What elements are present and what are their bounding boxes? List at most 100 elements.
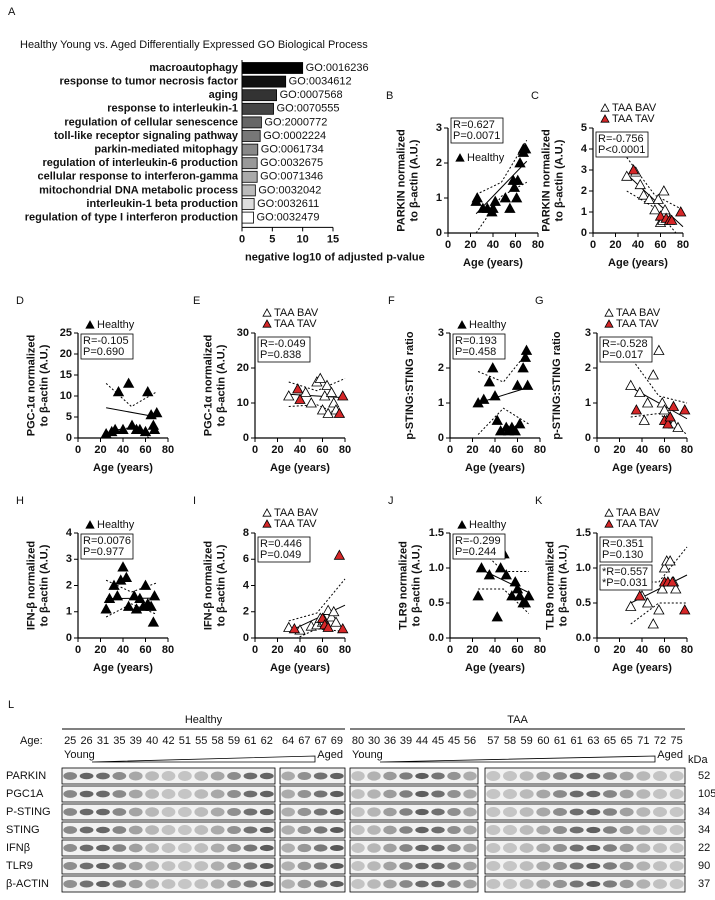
x-axis-label: Age (years): [612, 662, 672, 674]
band: [112, 880, 127, 888]
y-tick-label: 3: [66, 553, 72, 565]
x-tick-label: 60: [658, 444, 670, 456]
category-label: interleukin-1 beta production: [86, 198, 238, 210]
point: [649, 204, 661, 215]
point: [491, 414, 503, 425]
band: [178, 879, 192, 889]
lane-age: 42: [162, 735, 174, 747]
x-axis-label: Age (years): [463, 257, 523, 269]
band: [536, 789, 551, 799]
y-tick-label: 1: [66, 606, 72, 618]
point: [147, 616, 160, 627]
point: [333, 407, 346, 418]
band: [194, 861, 209, 871]
band: [399, 772, 413, 780]
lane-age: 61: [244, 735, 256, 747]
band: [636, 789, 651, 799]
band: [243, 808, 258, 816]
lane-age: 39: [130, 735, 142, 747]
band: [503, 789, 517, 799]
band: [161, 771, 176, 781]
group-label: TAA: [507, 714, 528, 726]
y-tick-label: 1: [436, 192, 442, 204]
panel-label: K: [535, 495, 543, 507]
point: [514, 418, 526, 429]
point: [108, 579, 120, 590]
x-tick-label: 20: [466, 444, 478, 456]
point: [134, 423, 146, 434]
band: [96, 790, 110, 798]
y-tick-label: 3: [581, 164, 587, 176]
point: [499, 192, 512, 203]
band: [503, 771, 517, 781]
band: [367, 789, 381, 799]
stats-text: R=-0.756: [598, 133, 644, 145]
legend-label: TAA TAV: [274, 318, 317, 330]
band: [619, 825, 634, 835]
point: [305, 397, 317, 408]
age-wedge: [91, 755, 316, 763]
legend-label: Healthy: [469, 319, 507, 331]
band: [281, 879, 295, 889]
band: [112, 844, 127, 852]
young-label: Young: [64, 749, 95, 761]
lane-age: 26: [80, 735, 92, 747]
band: [63, 808, 78, 816]
band: [145, 861, 159, 871]
x-tick-label: 60: [654, 239, 666, 251]
x-tick-label: 40: [487, 239, 499, 251]
bar: [241, 198, 255, 210]
ci-lower: [477, 407, 530, 435]
panel-label: C: [531, 90, 539, 102]
band: [653, 807, 667, 817]
stats-text: P=0.244: [455, 546, 496, 558]
x-tick-label: 40: [636, 444, 648, 456]
point: [142, 385, 154, 397]
panel-label: H: [16, 495, 24, 507]
band: [63, 772, 78, 780]
x-tick-label: 0: [252, 644, 258, 656]
x-tick-label: 0: [590, 239, 596, 251]
point: [112, 385, 125, 397]
category-label: aging: [209, 89, 238, 101]
band: [145, 825, 159, 835]
x-tick-label: 20: [271, 644, 283, 656]
x-tick-label: 40: [117, 444, 129, 456]
x-tick-label: 60: [139, 444, 151, 456]
band: [603, 844, 617, 852]
point: [641, 597, 654, 608]
point: [328, 397, 340, 408]
band: [399, 790, 413, 798]
blot-strip: [349, 767, 479, 785]
go-id: GO:0032042: [258, 184, 321, 196]
band: [351, 789, 365, 799]
point: [325, 386, 338, 397]
band: [227, 879, 241, 889]
point: [634, 386, 646, 397]
y-tick-label: 3: [438, 327, 444, 339]
band: [128, 879, 143, 889]
row-kda: 37: [698, 878, 710, 890]
ci-lower: [630, 602, 687, 625]
x-tick-label: 0: [75, 444, 81, 456]
lane-age: 67: [298, 735, 310, 747]
bar: [241, 143, 259, 156]
lane-age: 71: [637, 735, 649, 747]
band: [330, 844, 344, 852]
y-tick-label: 0: [436, 227, 442, 239]
point: [333, 549, 346, 560]
blot-strip: [484, 803, 686, 821]
legend-label: Healthy: [467, 152, 505, 164]
band: [519, 789, 534, 799]
kda-label: kDa: [688, 754, 708, 766]
x-axis-label: Age (years): [465, 462, 525, 474]
point: [656, 583, 668, 594]
band: [96, 772, 110, 780]
y-axis-label: p-STING:STING ratio: [404, 331, 416, 439]
band: [503, 825, 517, 835]
point: [519, 351, 532, 362]
y-tick-label: 2: [66, 579, 72, 591]
band: [653, 843, 667, 853]
y-axis-label: PARKIN normalized: [395, 129, 407, 231]
point: [634, 590, 646, 601]
